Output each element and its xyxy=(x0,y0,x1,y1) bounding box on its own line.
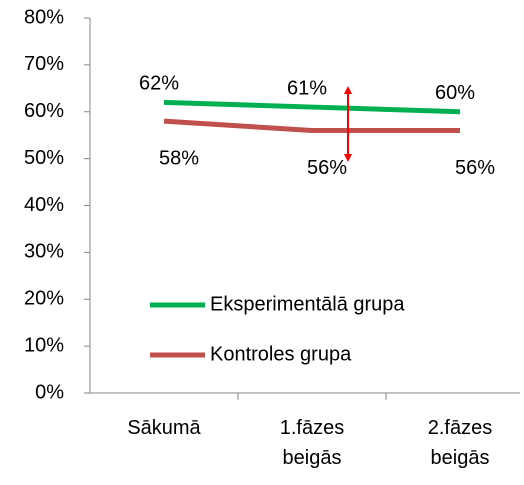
legend-label: Eksperimentālā grupa xyxy=(210,293,405,315)
x-tick-label: 1.fāzes beigās xyxy=(279,417,345,469)
x-tick-label: 2.fāzes beigās xyxy=(427,417,493,469)
y-tick-label: 10% xyxy=(24,334,64,356)
data-label: 61% xyxy=(287,77,327,99)
data-label: 60% xyxy=(435,82,475,104)
y-tick-label: 20% xyxy=(24,288,64,310)
y-tick-label: 30% xyxy=(24,241,64,263)
data-label: 56% xyxy=(455,157,495,179)
data-label: 56% xyxy=(307,157,347,179)
series-line xyxy=(163,99,461,115)
y-tick-label: 80% xyxy=(24,6,64,28)
y-tick-label: 40% xyxy=(24,194,64,216)
y-tick-label: 70% xyxy=(24,53,64,75)
data-label: 58% xyxy=(159,147,199,169)
y-tick-label: 0% xyxy=(35,381,64,403)
series-line xyxy=(163,118,460,133)
data-label: 62% xyxy=(139,73,179,95)
x-tick-label: Sākumā xyxy=(127,417,201,439)
y-tick-label: 50% xyxy=(24,147,64,169)
y-tick-label: 60% xyxy=(24,100,64,122)
legend-label: Kontroles grupa xyxy=(210,343,352,365)
